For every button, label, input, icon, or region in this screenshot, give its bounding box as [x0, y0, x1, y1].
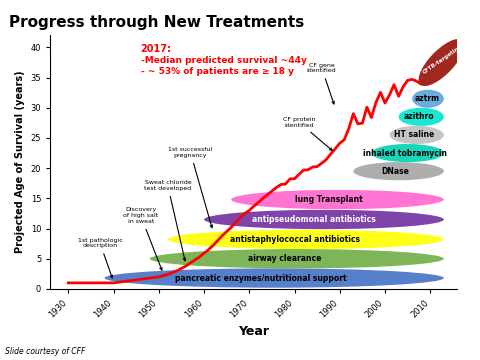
Ellipse shape	[231, 190, 444, 209]
Text: CF gene
identified: CF gene identified	[307, 63, 336, 104]
Ellipse shape	[150, 249, 444, 269]
X-axis label: Year: Year	[238, 325, 269, 338]
Text: 2017:: 2017:	[141, 44, 172, 54]
Text: airway clearance: airway clearance	[248, 254, 322, 263]
Ellipse shape	[204, 210, 444, 229]
Text: HT saline: HT saline	[395, 130, 434, 139]
Text: -Median predicted survival ~44y: -Median predicted survival ~44y	[141, 57, 307, 66]
Ellipse shape	[105, 269, 444, 288]
Text: 1st pathologic
description: 1st pathologic description	[78, 238, 122, 278]
Ellipse shape	[419, 39, 465, 86]
Text: Sweat chloride
test developed: Sweat chloride test developed	[144, 180, 192, 261]
Ellipse shape	[398, 108, 444, 126]
Text: pancreatic enzymes/nutritional support: pancreatic enzymes/nutritional support	[175, 274, 347, 283]
Text: - ~ 53% of patients are ≥ 18 y: - ~ 53% of patients are ≥ 18 y	[141, 67, 294, 76]
Ellipse shape	[353, 162, 444, 180]
Text: Progress through New Treatments: Progress through New Treatments	[10, 15, 305, 30]
Text: lung Transplant: lung Transplant	[295, 195, 363, 204]
Text: aztrm: aztrm	[414, 94, 439, 103]
Text: CFTR-targeting: CFTR-targeting	[422, 44, 464, 75]
Text: CF protein
identified: CF protein identified	[283, 117, 332, 150]
Y-axis label: Projected Age of Survival (years): Projected Age of Survival (years)	[15, 71, 25, 253]
Ellipse shape	[168, 230, 444, 249]
Text: Discovery
of high salt
in sweat: Discovery of high salt in sweat	[123, 207, 162, 270]
Ellipse shape	[412, 90, 444, 108]
Text: Slide courtesy of CFF: Slide courtesy of CFF	[5, 347, 85, 356]
Text: DNase: DNase	[381, 167, 409, 176]
Text: antipseudomonal antibiotics: antipseudomonal antibiotics	[252, 215, 376, 224]
Text: 1st successful
pregnancy: 1st successful pregnancy	[168, 147, 213, 228]
Text: azithro: azithro	[404, 112, 435, 121]
Ellipse shape	[390, 126, 444, 144]
Ellipse shape	[372, 144, 444, 162]
Text: inhaled tobramycin: inhaled tobramycin	[363, 149, 447, 158]
Text: antistaphylococcal antibiotics: antistaphylococcal antibiotics	[230, 235, 360, 244]
